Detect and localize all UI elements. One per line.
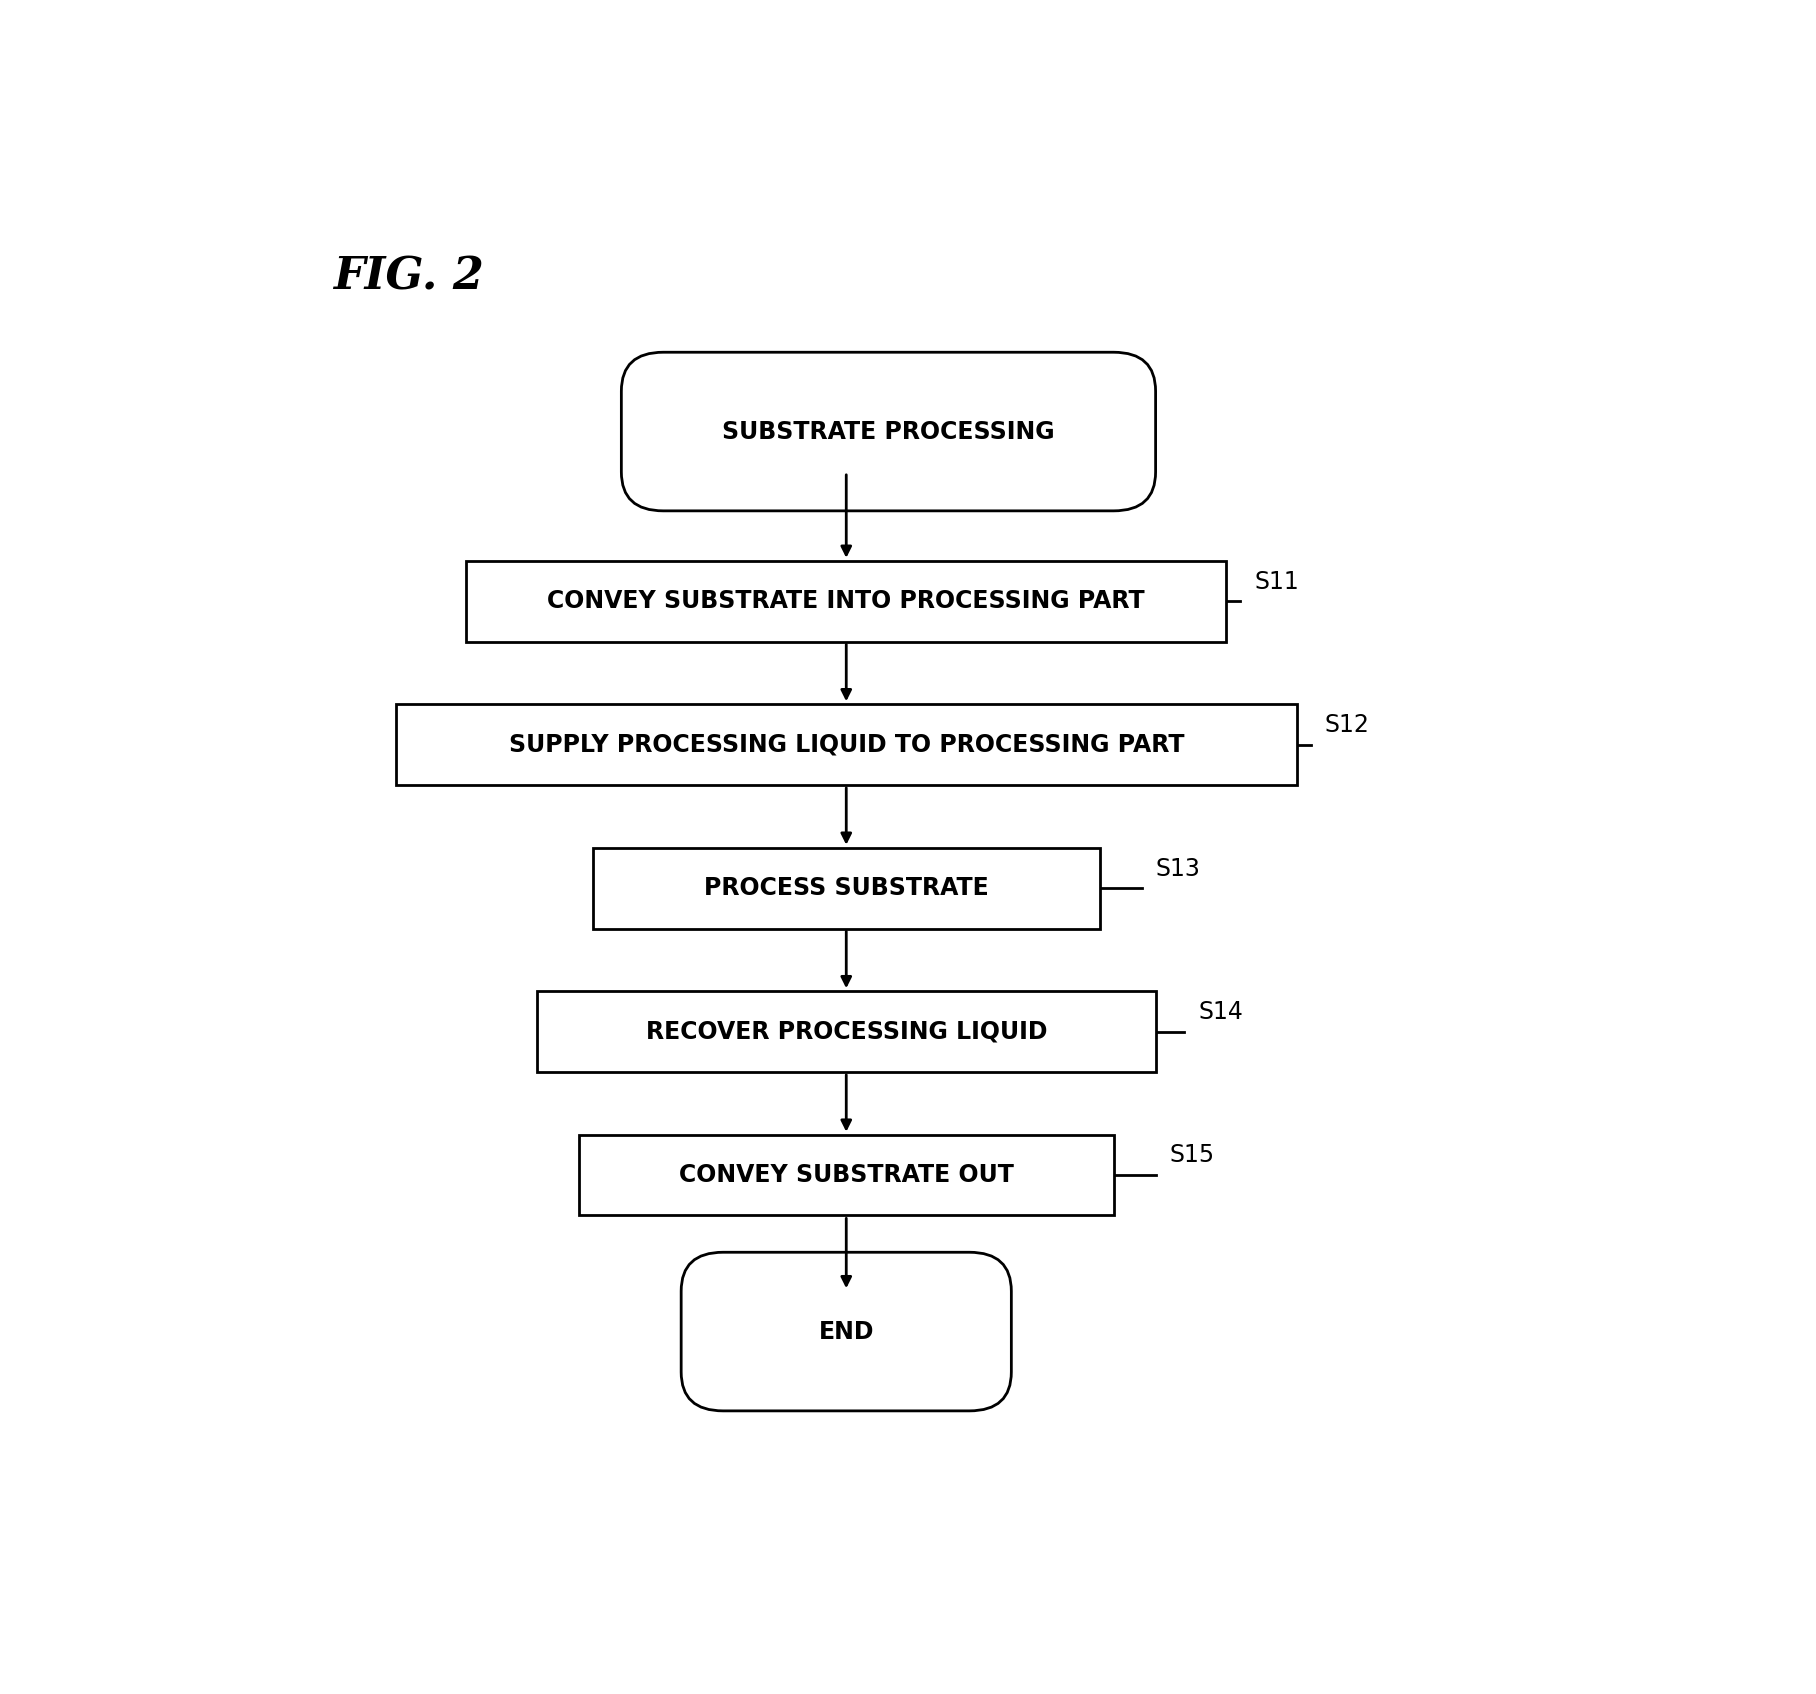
FancyBboxPatch shape <box>538 991 1157 1072</box>
Text: S11: S11 <box>1255 569 1298 593</box>
FancyBboxPatch shape <box>621 352 1155 512</box>
FancyBboxPatch shape <box>592 847 1100 928</box>
Text: END: END <box>819 1320 873 1343</box>
FancyBboxPatch shape <box>396 705 1297 784</box>
FancyBboxPatch shape <box>579 1135 1113 1216</box>
Text: CONVEY SUBSTRATE OUT: CONVEY SUBSTRATE OUT <box>679 1164 1013 1187</box>
FancyBboxPatch shape <box>681 1252 1012 1411</box>
Text: S13: S13 <box>1157 857 1200 881</box>
Text: S15: S15 <box>1170 1143 1215 1167</box>
Text: S12: S12 <box>1326 713 1369 737</box>
Text: S14: S14 <box>1199 999 1242 1023</box>
Text: RECOVER PROCESSING LIQUID: RECOVER PROCESSING LIQUID <box>645 1020 1048 1044</box>
Text: PROCESS SUBSTRATE: PROCESS SUBSTRATE <box>705 876 988 900</box>
Text: SUPPLY PROCESSING LIQUID TO PROCESSING PART: SUPPLY PROCESSING LIQUID TO PROCESSING P… <box>508 732 1184 757</box>
Text: SUBSTRATE PROCESSING: SUBSTRATE PROCESSING <box>723 420 1055 444</box>
FancyBboxPatch shape <box>467 561 1226 642</box>
Text: CONVEY SUBSTRATE INTO PROCESSING PART: CONVEY SUBSTRATE INTO PROCESSING PART <box>547 590 1146 613</box>
Text: FIG. 2: FIG. 2 <box>332 256 483 298</box>
